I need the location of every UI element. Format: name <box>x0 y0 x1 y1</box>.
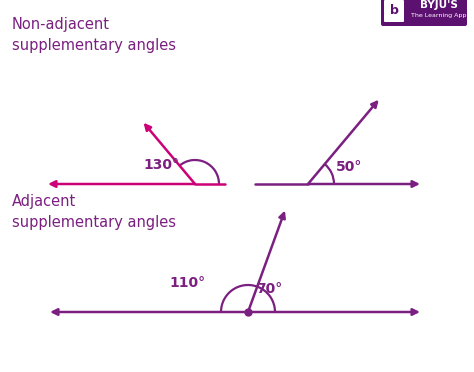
Text: Non-adjacent
supplementary angles: Non-adjacent supplementary angles <box>12 17 176 53</box>
Text: Adjacent
supplementary angles: Adjacent supplementary angles <box>12 194 176 230</box>
Text: 130°: 130° <box>143 158 179 172</box>
Text: BYJU'S: BYJU'S <box>420 0 458 10</box>
Text: 110°: 110° <box>170 276 206 290</box>
FancyBboxPatch shape <box>381 0 467 26</box>
Text: 70°: 70° <box>256 282 282 296</box>
Text: 50°: 50° <box>336 160 363 174</box>
Text: The Learning App: The Learning App <box>411 13 467 17</box>
Text: b: b <box>390 4 399 17</box>
FancyBboxPatch shape <box>384 0 404 22</box>
